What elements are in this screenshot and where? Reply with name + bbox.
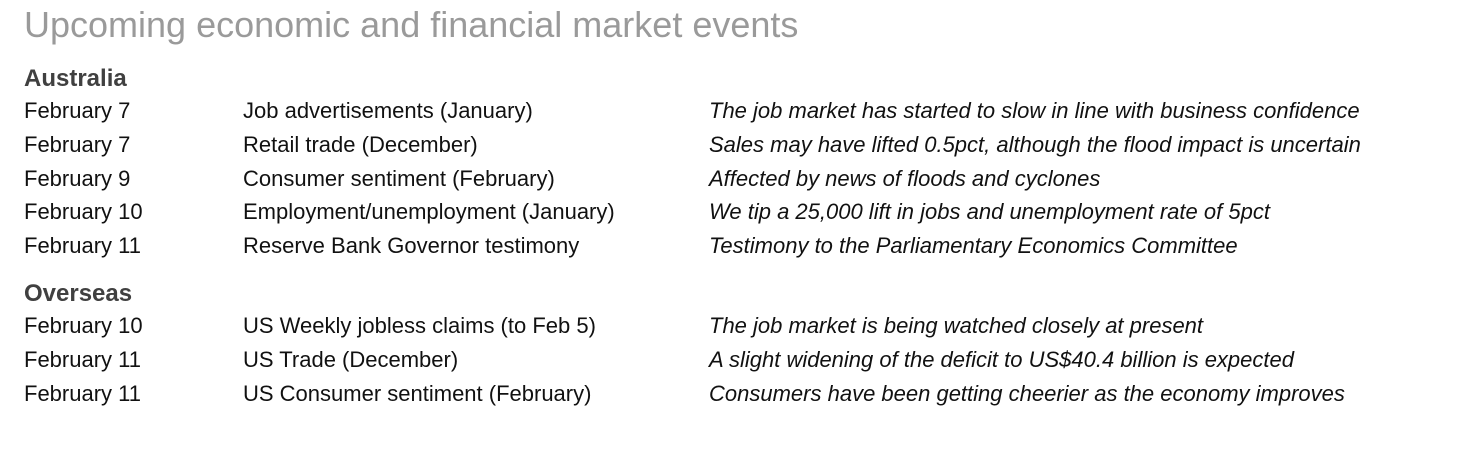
section-overseas: Overseas February 10 US Weekly jobless c…	[24, 279, 1345, 411]
event-comment: Testimony to the Parliamentary Economics…	[709, 233, 1238, 259]
section-heading: Overseas	[24, 280, 133, 307]
section-australia: Australia February 7 Job advertisements …	[24, 64, 1361, 263]
event-row: February 10 Employment/unemployment (Jan…	[24, 195, 1270, 229]
event-name: US Consumer sentiment (February)	[243, 380, 592, 406]
event-comment: A slight widening of the deficit to US$4…	[709, 346, 1294, 372]
event-name: Retail trade (December)	[243, 131, 478, 157]
event-row: February 9 Consumer sentiment (February)…	[24, 162, 1100, 196]
event-date: February 7	[24, 131, 131, 157]
event-row: February 11 Reserve Bank Governor testim…	[24, 229, 1238, 263]
section-heading: Australia	[24, 65, 127, 92]
event-date: February 7	[24, 98, 131, 123]
event-row: February 11 US Consumer sentiment (Febru…	[24, 377, 1345, 411]
event-comment: We tip a 25,000 lift in jobs and unemplo…	[709, 199, 1270, 225]
event-date: February 11	[24, 233, 141, 259]
page-title: Upcoming economic and financial market e…	[24, 4, 799, 45]
event-row: February 11 US Trade (December) A slight…	[24, 343, 1294, 377]
event-name: US Trade (December)	[243, 346, 459, 372]
event-comment: The job market has started to slow in li…	[709, 98, 1360, 123]
event-comment: Consumers have been getting cheerier as …	[709, 380, 1345, 406]
event-date: February 11	[24, 380, 141, 406]
event-date: February 10	[24, 313, 143, 338]
event-date: February 11	[24, 346, 141, 372]
event-date: February 10	[24, 199, 143, 225]
event-name: Consumer sentiment (February)	[243, 165, 555, 191]
event-name: Employment/unemployment (January)	[243, 199, 615, 225]
event-comment: The job market is being watched closely …	[709, 313, 1204, 338]
event-row: February 7 Job advertisements (January) …	[24, 94, 1360, 128]
event-row: February 7 Retail trade (December) Sales…	[24, 128, 1361, 162]
event-name: Reserve Bank Governor testimony	[243, 233, 580, 259]
event-date: February 9	[24, 165, 131, 191]
event-comment: Affected by news of floods and cyclones	[709, 165, 1101, 191]
event-comment: Sales may have lifted 0.5pct, although t…	[709, 131, 1361, 157]
event-name: Job advertisements (January)	[243, 98, 533, 123]
event-name: US Weekly jobless claims (to Feb 5)	[243, 313, 596, 338]
event-row: February 10 US Weekly jobless claims (to…	[24, 309, 1203, 343]
